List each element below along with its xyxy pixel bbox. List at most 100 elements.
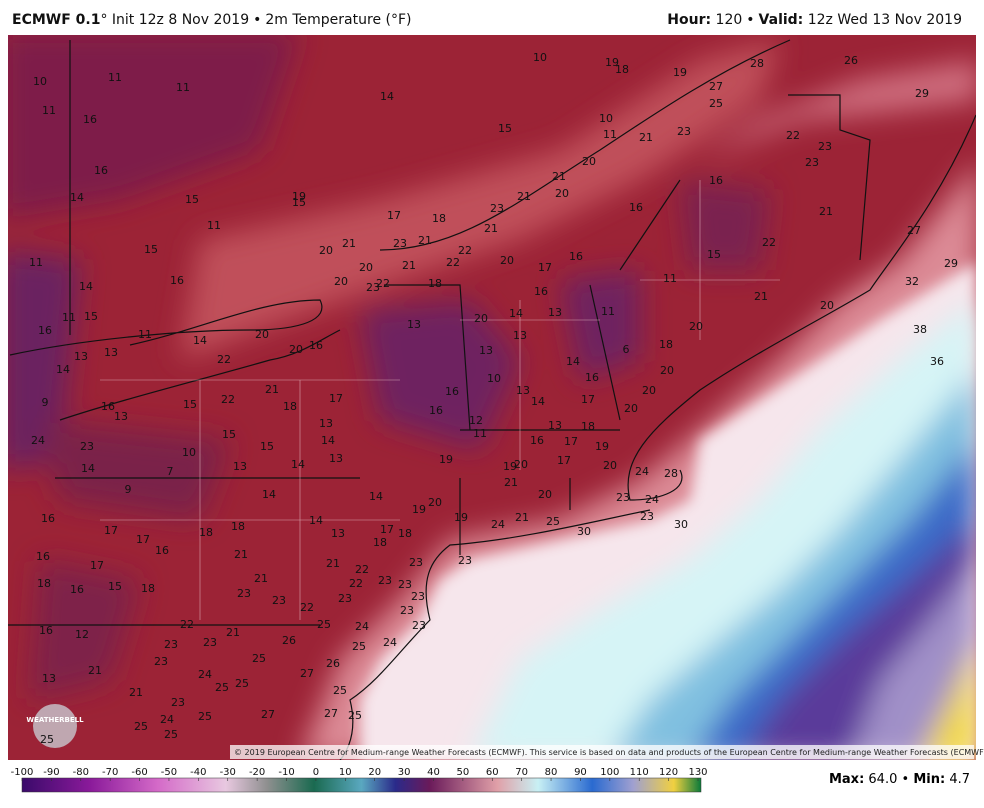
temperature-label: 32 bbox=[905, 275, 919, 288]
temperature-label: 9 bbox=[42, 396, 49, 409]
title-left: ECMWF 0.1° Init 12z 8 Nov 2019 • 2m Temper… bbox=[12, 12, 415, 28]
temperature-label: 22 bbox=[217, 353, 231, 366]
temperature-label: 13 bbox=[74, 350, 88, 363]
temperature-label: 18 bbox=[581, 420, 595, 433]
colorbar-tick-label: -20 bbox=[249, 767, 265, 778]
temperature-label: 23 bbox=[203, 636, 217, 649]
colorbar: -100 -90 -80 -70 -60 -50 -40 -30 -20 -10 0 10 20 30 40… bbox=[11, 767, 708, 781]
temperature-label: 22 bbox=[221, 393, 235, 406]
temperature-label: 17 bbox=[90, 559, 104, 572]
temperature-label: 16 bbox=[534, 285, 548, 298]
colorbar-tick-label: 120 bbox=[659, 767, 678, 778]
temperature-label: 16 bbox=[41, 512, 55, 525]
temperature-label: 16 bbox=[629, 201, 643, 214]
temperature-label: 18 bbox=[199, 526, 213, 539]
colorbar-tick-label: 20 bbox=[368, 767, 381, 778]
colorbar-tick-label: 40 bbox=[427, 767, 440, 778]
temperature-label: 17 bbox=[557, 454, 571, 467]
temperature-label: 16 bbox=[94, 164, 108, 177]
temperature-label: 14 bbox=[566, 355, 580, 368]
temperature-label: 17 bbox=[329, 392, 343, 405]
temperature-label: 23 bbox=[164, 638, 178, 651]
colorbar-tick-label: 0 bbox=[313, 767, 319, 778]
temperature-label: 25 bbox=[252, 652, 266, 665]
temperature-label: 26 bbox=[844, 54, 858, 67]
temperature-label: 16 bbox=[585, 371, 599, 384]
colorbar-tick-label: 10 bbox=[339, 767, 352, 778]
temperature-label: 11 bbox=[207, 219, 221, 232]
temperature-label: 15 bbox=[292, 196, 306, 209]
temperature-label: 13 bbox=[114, 410, 128, 423]
temperature-label: 17 bbox=[581, 393, 595, 406]
temperature-label: 10 bbox=[33, 75, 47, 88]
temperature-label: 25 bbox=[348, 709, 362, 722]
temperature-label: 23 bbox=[616, 491, 630, 504]
temperature-label: 27 bbox=[324, 707, 338, 720]
temperature-label: 14 bbox=[56, 363, 70, 376]
temperature-label: 14 bbox=[291, 458, 305, 471]
map-field bbox=[8, 35, 976, 760]
temperature-label: 16 bbox=[429, 404, 443, 417]
temperature-label: 11 bbox=[138, 328, 152, 341]
temperature-label: 20 bbox=[538, 488, 552, 501]
temperature-label: 23 bbox=[393, 237, 407, 250]
temperature-label: 13 bbox=[548, 306, 562, 319]
temperature-label: 13 bbox=[513, 329, 527, 342]
colorbar-tick-label: 70 bbox=[515, 767, 528, 778]
colorbar-tick-label: 80 bbox=[545, 767, 558, 778]
temperature-label: 19 bbox=[292, 190, 306, 203]
temperature-label: 25 bbox=[317, 618, 331, 631]
min-label: Min: bbox=[913, 772, 946, 787]
temperature-label: 16 bbox=[170, 274, 184, 287]
temperature-label: 11 bbox=[42, 104, 56, 117]
temperature-label: 9 bbox=[125, 483, 132, 496]
temperature-label: 15 bbox=[183, 398, 197, 411]
temperature-label: 30 bbox=[577, 525, 591, 538]
temperature-label: 25 bbox=[215, 681, 229, 694]
colorbar-tick-label: -80 bbox=[73, 767, 89, 778]
temperature-label: 28 bbox=[664, 467, 678, 480]
temperature-label: 23 bbox=[458, 554, 472, 567]
temperature-label: 27 bbox=[261, 708, 275, 721]
temperature-label: 13 bbox=[479, 344, 493, 357]
temperature-label: 26 bbox=[326, 657, 340, 670]
colorbar-tick-label: -30 bbox=[220, 767, 236, 778]
temperature-label: 24 bbox=[383, 636, 397, 649]
temperature-label: 20 bbox=[359, 261, 373, 274]
sep: • bbox=[901, 772, 910, 787]
temperature-label: 23 bbox=[490, 202, 504, 215]
temperature-label: 20 bbox=[555, 187, 569, 200]
temperature-label: 15 bbox=[108, 580, 122, 593]
temperature-label: 13 bbox=[516, 384, 530, 397]
temperature-label: 16 bbox=[83, 113, 97, 126]
temperature-label: 14 bbox=[309, 514, 323, 527]
colorbar-tick-label: -100 bbox=[11, 767, 34, 778]
temperature-label: 25 bbox=[134, 720, 148, 733]
temperature-label: 21 bbox=[234, 548, 248, 561]
temperature-label: 20 bbox=[820, 299, 834, 312]
temperature-label: 14 bbox=[369, 490, 383, 503]
temperature-label: 20 bbox=[624, 402, 638, 415]
temperature-label: 17 bbox=[564, 435, 578, 448]
temperature-label: 11 bbox=[176, 81, 190, 94]
temperature-label: 15 bbox=[498, 122, 512, 135]
temperature-label: 20 bbox=[334, 275, 348, 288]
temperature-label: 19 bbox=[595, 440, 609, 453]
temperature-label: 18 bbox=[141, 582, 155, 595]
temperature-label: 10 bbox=[599, 112, 613, 125]
temperature-label: 6 bbox=[623, 343, 630, 356]
temperature-label: 14 bbox=[380, 90, 394, 103]
temperature-label: 21 bbox=[819, 205, 833, 218]
temperature-label: 20 bbox=[689, 320, 703, 333]
temperature-label: 20 bbox=[642, 384, 656, 397]
colorbar-tick-label: 110 bbox=[630, 767, 649, 778]
init: ° Init 12z 8 Nov 2019 bbox=[100, 12, 250, 28]
temperature-label: 21 bbox=[226, 626, 240, 639]
temperature-label: 19 bbox=[412, 503, 426, 516]
temperature-label: 19 bbox=[454, 511, 468, 524]
temperature-label: 18 bbox=[428, 277, 442, 290]
temperature-label: 19 bbox=[503, 460, 517, 473]
temperature-label: 16 bbox=[155, 544, 169, 557]
temperature-label: 23 bbox=[409, 556, 423, 569]
